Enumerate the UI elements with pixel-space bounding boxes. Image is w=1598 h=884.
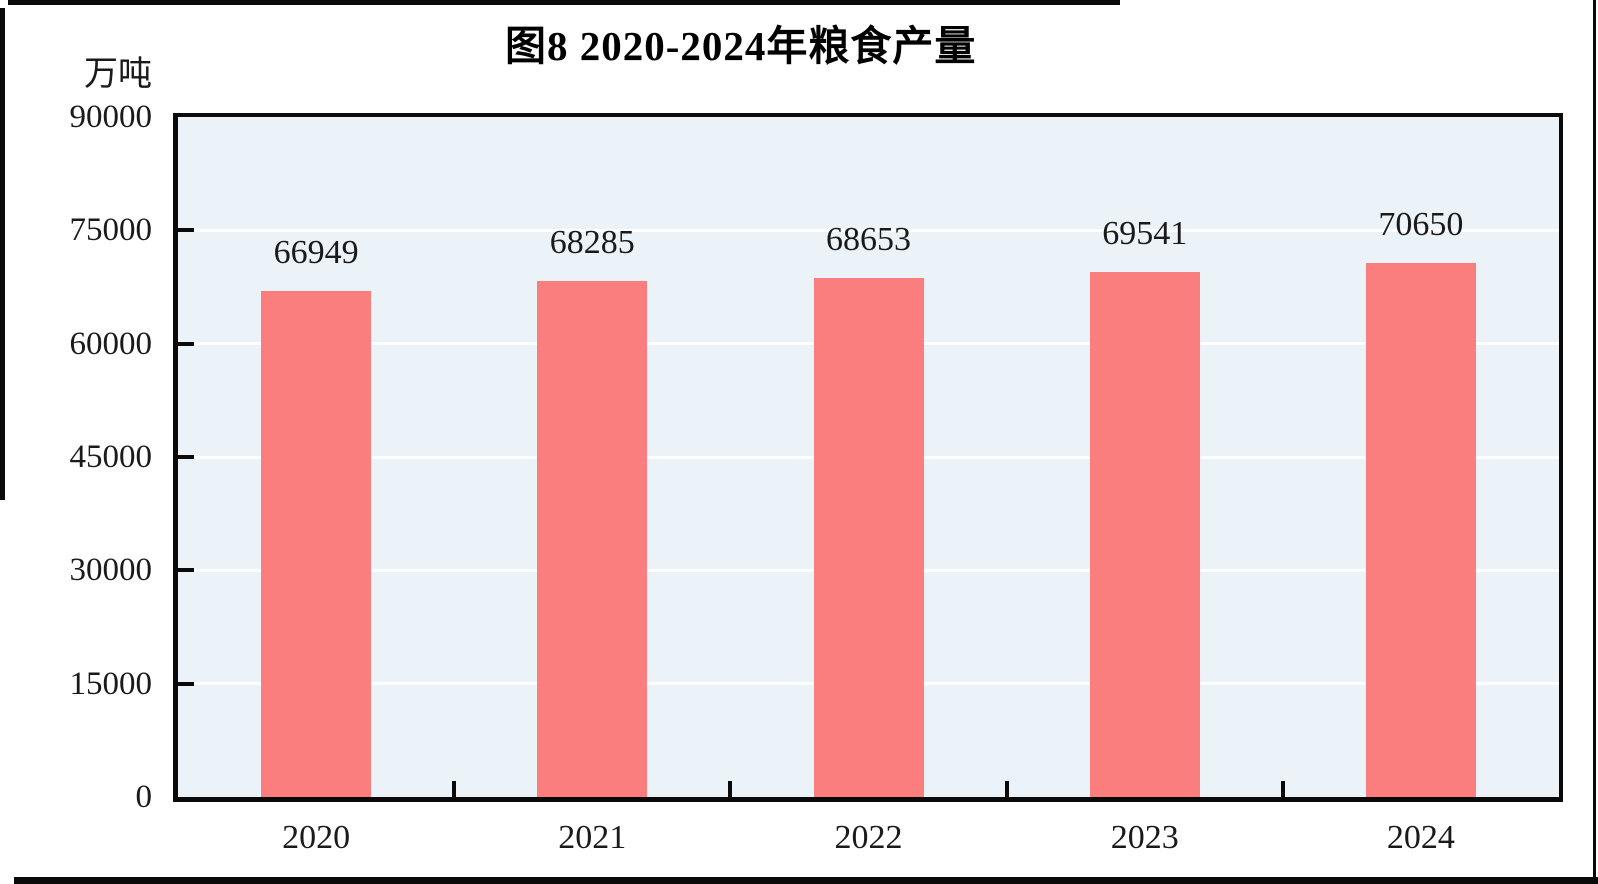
frame-border-right xyxy=(1593,0,1596,884)
frame-border-top xyxy=(8,0,1120,5)
y-axis-label-15000: 15000 xyxy=(69,665,153,702)
x-axis-label-2021: 2021 xyxy=(558,819,627,856)
bar-value-label-2021: 68285 xyxy=(549,224,635,262)
y-tick-mark-60000 xyxy=(178,341,194,346)
frame-border-bottom xyxy=(14,877,1598,884)
x-axis-label-2023: 2023 xyxy=(1110,819,1179,856)
x-axis-label-2020: 2020 xyxy=(282,819,351,856)
y-tick-mark-30000 xyxy=(178,568,194,573)
frame-border-left xyxy=(0,8,5,500)
gridline-75000 xyxy=(178,228,1559,232)
bar-value-label-2023: 69541 xyxy=(1102,214,1188,252)
x-axis-label-2022: 2022 xyxy=(834,819,903,856)
x-tick-mark-3 xyxy=(1004,781,1009,797)
plot-inner: 66949 68285 68653 69541 70650 xyxy=(178,117,1559,797)
bar-2023 xyxy=(1089,271,1200,797)
plot-area: 66949 68285 68653 69541 70650 xyxy=(173,113,1563,802)
bar-2022 xyxy=(813,278,924,797)
x-tick-mark-4 xyxy=(1280,781,1285,797)
y-tick-mark-45000 xyxy=(178,455,194,459)
y-axis-label-30000: 30000 xyxy=(69,552,153,589)
y-axis-label-60000: 60000 xyxy=(69,325,153,362)
y-axis-label-0: 0 xyxy=(135,779,153,815)
x-tick-mark-2 xyxy=(728,781,733,797)
bar-2020 xyxy=(261,291,372,797)
x-tick-mark-1 xyxy=(452,781,457,797)
bar-value-label-2020: 66949 xyxy=(273,234,359,272)
chart-title: 图8 2020-2024年粮食产量 xyxy=(505,23,977,69)
y-tick-mark-15000 xyxy=(178,681,194,686)
bar-value-label-2022: 68653 xyxy=(826,221,911,259)
bar-2021 xyxy=(537,281,648,797)
y-axis-unit-label: 万吨 xyxy=(84,56,152,93)
x-axis-label-2024: 2024 xyxy=(1386,819,1455,856)
y-axis-label-90000: 90000 xyxy=(69,99,153,135)
y-axis-label-75000: 75000 xyxy=(69,212,153,249)
y-axis-label-45000: 45000 xyxy=(69,439,153,475)
bar-2024 xyxy=(1365,263,1476,797)
y-tick-mark-75000 xyxy=(178,228,194,233)
bar-value-label-2024: 70650 xyxy=(1378,206,1464,244)
